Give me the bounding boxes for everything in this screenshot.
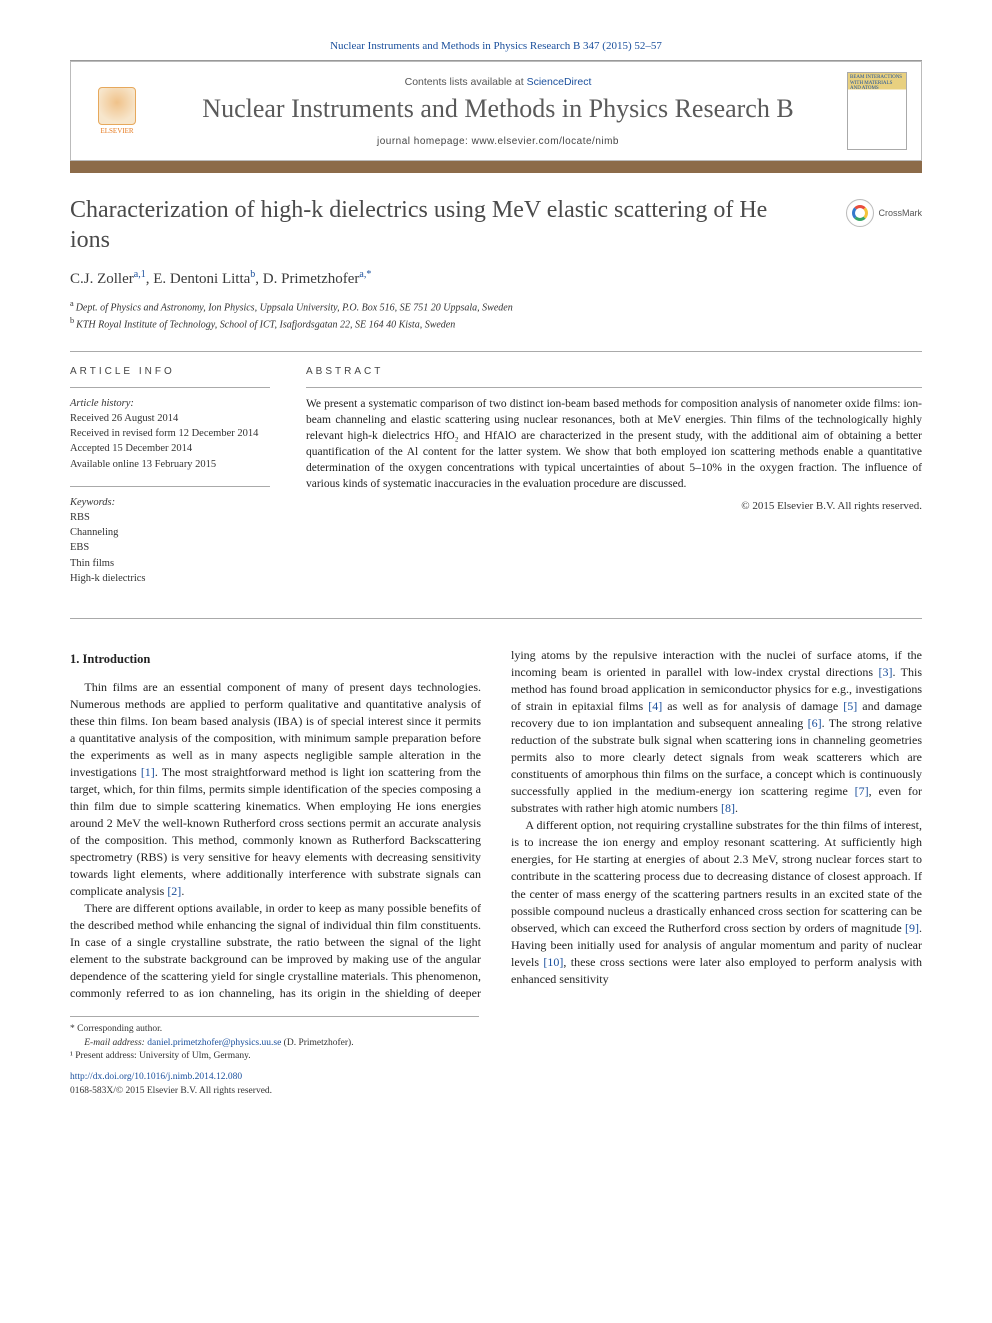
elsevier-tree-icon: [98, 87, 136, 125]
footnotes: * Corresponding author. E-mail address: …: [70, 1016, 479, 1063]
publisher-name: ELSEVIER: [100, 127, 133, 135]
contents-line: Contents lists available at ScienceDirec…: [163, 76, 833, 88]
homepage-line: journal homepage: www.elsevier.com/locat…: [163, 136, 833, 147]
sciencedirect-link[interactable]: ScienceDirect: [527, 76, 592, 88]
abstract-column: ABSTRACT We present a systematic compari…: [306, 366, 922, 600]
citation-ref[interactable]: [3]: [878, 665, 892, 679]
citation-ref[interactable]: [1]: [141, 765, 155, 779]
keyword: Channeling: [70, 525, 270, 540]
footer: http://dx.doi.org/10.1016/j.nimb.2014.12…: [70, 1071, 922, 1098]
article-info-column: ARTICLE INFO Article history: Received 2…: [70, 366, 270, 600]
citation-ref[interactable]: [4]: [648, 699, 662, 713]
issn-copyright: 0168-583X/© 2015 Elsevier B.V. All right…: [70, 1086, 272, 1096]
section-heading: 1. Introduction: [70, 651, 481, 669]
abstract-label: ABSTRACT: [306, 366, 922, 377]
abstract-text: We present a systematic comparison of tw…: [306, 396, 922, 493]
history-online: Available online 13 February 2015: [70, 457, 270, 472]
abstract-copyright: © 2015 Elsevier B.V. All rights reserved…: [306, 500, 922, 512]
running-header: Nuclear Instruments and Methods in Physi…: [70, 40, 922, 52]
affiliations: aDept. of Physics and Astronomy, Ion Phy…: [70, 298, 922, 333]
doi-link[interactable]: http://dx.doi.org/10.1016/j.nimb.2014.12…: [70, 1072, 242, 1082]
citation-ref[interactable]: [7]: [855, 784, 869, 798]
history-revised: Received in revised form 12 December 201…: [70, 426, 270, 441]
crossmark-badge[interactable]: CrossMark: [846, 199, 922, 227]
history-accepted: Accepted 15 December 2014: [70, 441, 270, 456]
rule-below-abstract: [70, 618, 922, 619]
keyword: EBS: [70, 540, 270, 555]
email-link[interactable]: daniel.primetzhofer@physics.uu.se: [147, 1038, 281, 1048]
journal-title: Nuclear Instruments and Methods in Physi…: [163, 94, 833, 124]
article-title: Characterization of high-k dielectrics u…: [70, 195, 790, 255]
citation-ref[interactable]: [6]: [808, 716, 822, 730]
email-label: E-mail address:: [84, 1038, 147, 1048]
journal-cover-thumb: BEAM INTERACTIONS WITH MATERIALS AND ATO…: [847, 72, 907, 150]
elsevier-logo: ELSEVIER: [85, 79, 149, 143]
keyword: High-k dielectrics: [70, 571, 270, 586]
citation-link[interactable]: Nuclear Instruments and Methods in Physi…: [330, 40, 662, 52]
history-received: Received 26 August 2014: [70, 411, 270, 426]
citation-ref[interactable]: [8]: [721, 801, 735, 815]
history-label: Article history:: [70, 396, 270, 411]
citation-ref[interactable]: [2]: [167, 884, 181, 898]
crossmark-label: CrossMark: [878, 208, 922, 218]
masthead: ELSEVIER Contents lists available at Sci…: [70, 61, 922, 161]
citation-ref[interactable]: [5]: [843, 699, 857, 713]
crossmark-icon: [846, 199, 874, 227]
body-text: 1. Introduction Thin films are an essent…: [70, 647, 922, 1002]
rule-above-abstract: [70, 351, 922, 352]
corresponding-author: * Corresponding author.: [70, 1023, 479, 1036]
keyword: Thin films: [70, 556, 270, 571]
brown-divider: [70, 161, 922, 173]
author-list: C.J. Zollera,1, E. Dentoni Littab, D. Pr…: [70, 269, 922, 288]
citation-ref[interactable]: [9]: [905, 921, 919, 935]
keyword: RBS: [70, 510, 270, 525]
present-address-note: ¹ Present address: University of Ulm, Ge…: [70, 1050, 479, 1063]
info-label: ARTICLE INFO: [70, 366, 270, 377]
homepage-link[interactable]: www.elsevier.com/locate/nimb: [472, 136, 619, 147]
keywords-label: Keywords:: [70, 495, 270, 510]
citation-ref[interactable]: [10]: [543, 955, 563, 969]
